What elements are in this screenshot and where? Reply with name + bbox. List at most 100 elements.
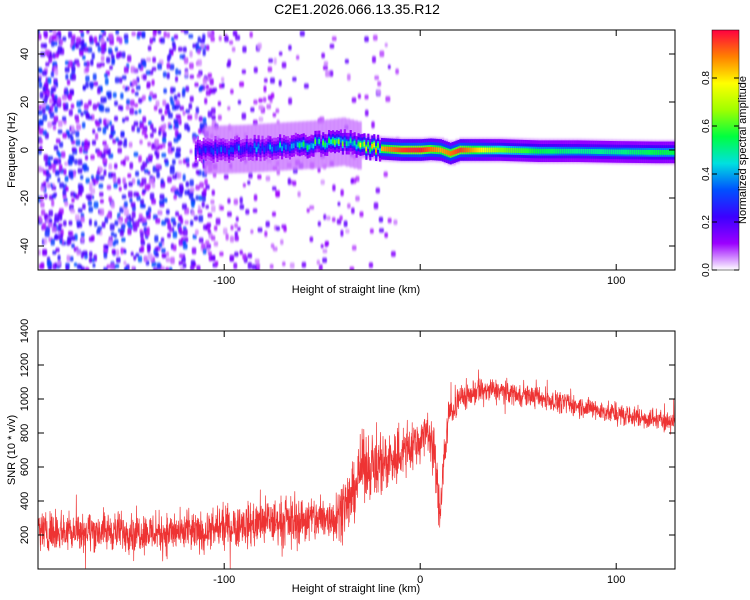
heatmap-y-ticks: -40 -20 0 20 40 [19, 48, 675, 254]
chart-title: C2E1.2026.066.13.35.R12 [274, 1, 440, 17]
heatmap-cell [79, 30, 84, 33]
heatmap-cell [106, 119, 110, 124]
heatmap-cell [187, 125, 191, 132]
heatmap-cell [390, 147, 393, 152]
heatmap-cell [202, 77, 207, 85]
heatmap-cell [379, 50, 385, 58]
heatmap-cell [225, 233, 229, 241]
heatmap-cell [132, 225, 138, 232]
heatmap-cell [214, 144, 217, 150]
heatmap-cell [159, 199, 165, 205]
heatmap-cell [657, 150, 660, 155]
colorbar-tick-label: 0.6 [701, 119, 712, 133]
heatmap-cell [189, 62, 194, 69]
heatmap-cell [52, 250, 57, 255]
heatmap-cell [154, 139, 159, 147]
heatmap-cell [137, 179, 141, 186]
heatmap-cell [559, 148, 562, 154]
snr-y-tick-label: 200 [19, 526, 31, 544]
heatmap-cell [247, 253, 253, 259]
heatmap-cell [224, 35, 229, 42]
heatmap-cell [347, 203, 351, 209]
heatmap-cell [232, 30, 238, 37]
heatmap-y-tick-label: 40 [19, 48, 31, 60]
heatmap-cell [220, 147, 223, 152]
heatmap-cell [221, 77, 225, 83]
heatmap-cell [62, 36, 67, 42]
heatmap-cell [122, 85, 126, 90]
heatmap-cell [198, 237, 204, 243]
heatmap-cell [87, 200, 93, 206]
heatmap-cell [64, 66, 70, 73]
heatmap-cell [111, 249, 116, 255]
heatmap-cell [211, 189, 215, 196]
heatmap-cell [355, 195, 360, 202]
snr-series-line [38, 369, 675, 569]
heatmap-cell [318, 264, 323, 270]
heatmap-cell [343, 220, 348, 227]
heatmap-cell [63, 197, 68, 203]
heatmap-cell [130, 251, 134, 256]
heatmap-cell [211, 235, 216, 241]
heatmap-cell [73, 262, 78, 267]
heatmap-cell [42, 86, 46, 92]
heatmap-cell [176, 172, 182, 179]
heatmap-cell [165, 267, 170, 270]
heatmap-cell [38, 119, 44, 126]
heatmap-cell [134, 110, 138, 115]
heatmap-cell [155, 218, 161, 224]
heatmap-cell [129, 217, 134, 222]
heatmap-cell [145, 210, 150, 217]
heatmap-cell [52, 61, 58, 68]
heatmap-cell [663, 150, 666, 155]
heatmap-cell [257, 227, 263, 233]
heatmap-cell [629, 149, 633, 155]
heatmap-cell [518, 148, 521, 153]
heatmap-cell [83, 103, 89, 110]
heatmap-cell [571, 148, 574, 154]
heatmap-cell [270, 243, 275, 249]
heatmap-cell [121, 237, 126, 243]
snr-x-axis-label: Height of straight line (km) [292, 583, 420, 595]
heatmap-cell [296, 142, 299, 148]
heatmap-cell [82, 85, 87, 91]
heatmap-cell [104, 73, 108, 78]
heatmap-cell [139, 139, 143, 145]
heatmap-cell [106, 184, 112, 190]
heatmap-cell [602, 149, 605, 155]
heatmap-cell [322, 65, 328, 71]
heatmap-cell [667, 150, 670, 155]
heatmap-cell [286, 144, 290, 150]
heatmap-cell [68, 31, 73, 39]
heatmap-cell [39, 138, 43, 145]
heatmap-cell [533, 148, 537, 154]
heatmap-cell [196, 144, 199, 150]
heatmap-cell [253, 67, 258, 74]
heatmap-cell [108, 163, 113, 170]
heatmap-cell [92, 129, 96, 134]
heatmap-cell [109, 223, 115, 231]
heatmap-cell [135, 253, 140, 258]
heatmap-cell [42, 249, 48, 256]
heatmap-cell [130, 99, 135, 107]
heatmap-cell [164, 217, 169, 223]
heatmap-cell [104, 107, 110, 113]
heatmap-cell [198, 148, 201, 153]
heatmap-cell [151, 93, 157, 99]
heatmap-cell [198, 195, 203, 201]
snr-frame [37, 330, 676, 570]
heatmap-cell [643, 149, 646, 155]
heatmap-cell [46, 169, 50, 175]
heatmap-cell [665, 150, 668, 155]
heatmap-cell [106, 56, 111, 64]
heatmap-cell [270, 77, 275, 84]
heatmap-cell [74, 159, 78, 165]
heatmap-cell [257, 143, 260, 149]
heatmap-cell [197, 49, 201, 55]
heatmap-cell [100, 30, 105, 33]
heatmap-cell [57, 260, 62, 266]
heatmap-cell [42, 222, 46, 230]
heatmap-cell [104, 244, 109, 250]
heatmap-cell [156, 171, 160, 179]
heatmap-cell [189, 50, 193, 58]
